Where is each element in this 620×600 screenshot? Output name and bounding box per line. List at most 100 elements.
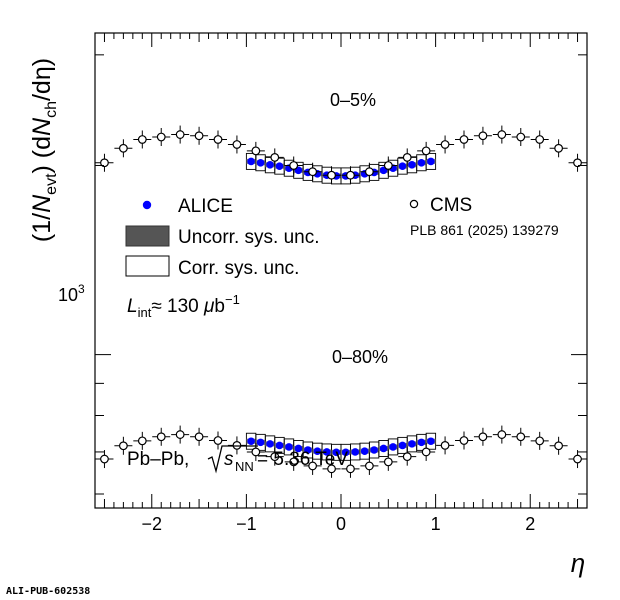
cms-data-point [308,461,318,471]
cms-data-point [383,457,393,467]
system-label-s: s [224,449,234,470]
cms-data-point [383,161,393,170]
cms-data-point [118,441,128,451]
cms-data-point [327,464,336,474]
cms-data-point [364,461,374,471]
x-tick-label: −1 [236,514,257,534]
legend-alice-label: ALICE [178,196,233,217]
alice-data-point [408,440,416,448]
cms-reference: PLB 861 (2025) 139279 [410,222,559,238]
cms-data-point [270,153,280,162]
cms-data-point [346,464,355,474]
publication-id: ALI-PUB-602538 [6,586,90,597]
cms-data-point [194,131,204,141]
system-label: Pb–Pb, s NN = 5.36 TeV [127,445,348,474]
alice-data-point [360,447,369,455]
cms-data-point [478,432,488,442]
cms-data-point [175,430,185,439]
luminosity-label: Lint≈ 130 μb−1 [127,292,240,320]
cms-data-point [118,143,128,153]
alice-data-point [341,448,350,457]
cms-data-point [270,452,280,462]
x-tick-label: 1 [431,514,441,534]
cms-data-point [516,432,526,442]
alice-data-point [323,448,331,456]
y-tick-label-1000: 103 [58,282,85,305]
cms-data-point [156,432,166,442]
cms-data-point [573,158,582,168]
legend-corr-label: Corr. sys. unc. [178,258,299,279]
cms-data-point [554,441,564,451]
cms-data-point [175,130,185,139]
x-axis-label: η [571,548,585,578]
alice-data-point [417,438,426,447]
legend-corr-marker [125,255,170,277]
cms-data-point [100,454,109,464]
alice-data-point [389,443,397,451]
cms-data-point [573,454,582,464]
legend-uncorr-label: Uncorr. sys. unc. [178,227,320,248]
alice-data-point [275,441,284,450]
cms-data-point [213,436,223,445]
legend-uncorr-marker [125,225,170,247]
alice-data-point [304,446,312,454]
cms-data-point [478,131,488,141]
cms-data-point [554,143,564,153]
cms-data-point [289,161,299,170]
y-axis-label: (1/Nevt) (dNch/dη) [28,58,60,242]
alice-data-point [294,444,303,453]
cms-data-point [100,158,109,168]
alice-data-point [256,158,265,167]
system-label-prefix: Pb–Pb, [127,449,189,470]
alice-data-point [256,438,265,447]
cms-data-point [402,153,412,162]
alice-data-point [408,160,416,169]
cms-data-point [289,457,299,467]
cms-data-point [308,167,318,177]
alice-data-point [247,157,255,166]
alice-data-point [379,444,388,453]
cms-data-point [535,135,545,144]
x-tick-label: 2 [525,514,535,534]
legend: ALICE Uncorr. sys. unc. Corr. sys. unc. [125,196,320,279]
cms-legend: CMS PLB 861 (2025) 139279 [409,195,559,238]
cms-data-point [459,436,469,445]
system-label-sub: NN [235,459,254,474]
cms-data-point [156,132,166,142]
alice-data-point [285,443,293,451]
alice-data-point [313,447,322,455]
cms-data-point [194,432,204,442]
cms-data-point [137,135,147,144]
cms-data-point [459,135,469,144]
cms-data-point [213,135,223,144]
cms-data-point [402,452,412,462]
alice-data-point [266,160,274,169]
x-tick-label: −2 [142,514,163,534]
centrality-label-0-5: 0–5% [330,90,376,110]
cms-data-point [421,146,431,156]
cms-data-point [137,436,147,446]
cms-data-point [346,170,355,180]
alice-data-point [398,441,407,450]
alice-data-point [398,162,407,170]
cms-data-point [232,140,242,149]
cms-data-point [327,170,336,180]
alice-data-point [370,446,378,454]
sqrt-sign [207,445,258,474]
alice-data-point [275,162,284,170]
cms-data-point [516,132,526,142]
alice-data-point [427,157,435,166]
cms-data-point [364,167,374,177]
alice-data-point [247,437,255,446]
cms-data-point [535,436,545,446]
cms-data-point [440,140,450,149]
alice-data-point [351,448,359,456]
cms-data-point [440,440,450,450]
centrality-label-0-80: 0–80% [332,347,388,367]
cms-data-point [251,146,261,156]
legend-alice-marker [142,200,152,210]
legend-cms-label: CMS [430,195,472,216]
legend-cms-marker [409,199,419,209]
alice-data-point [427,437,435,446]
